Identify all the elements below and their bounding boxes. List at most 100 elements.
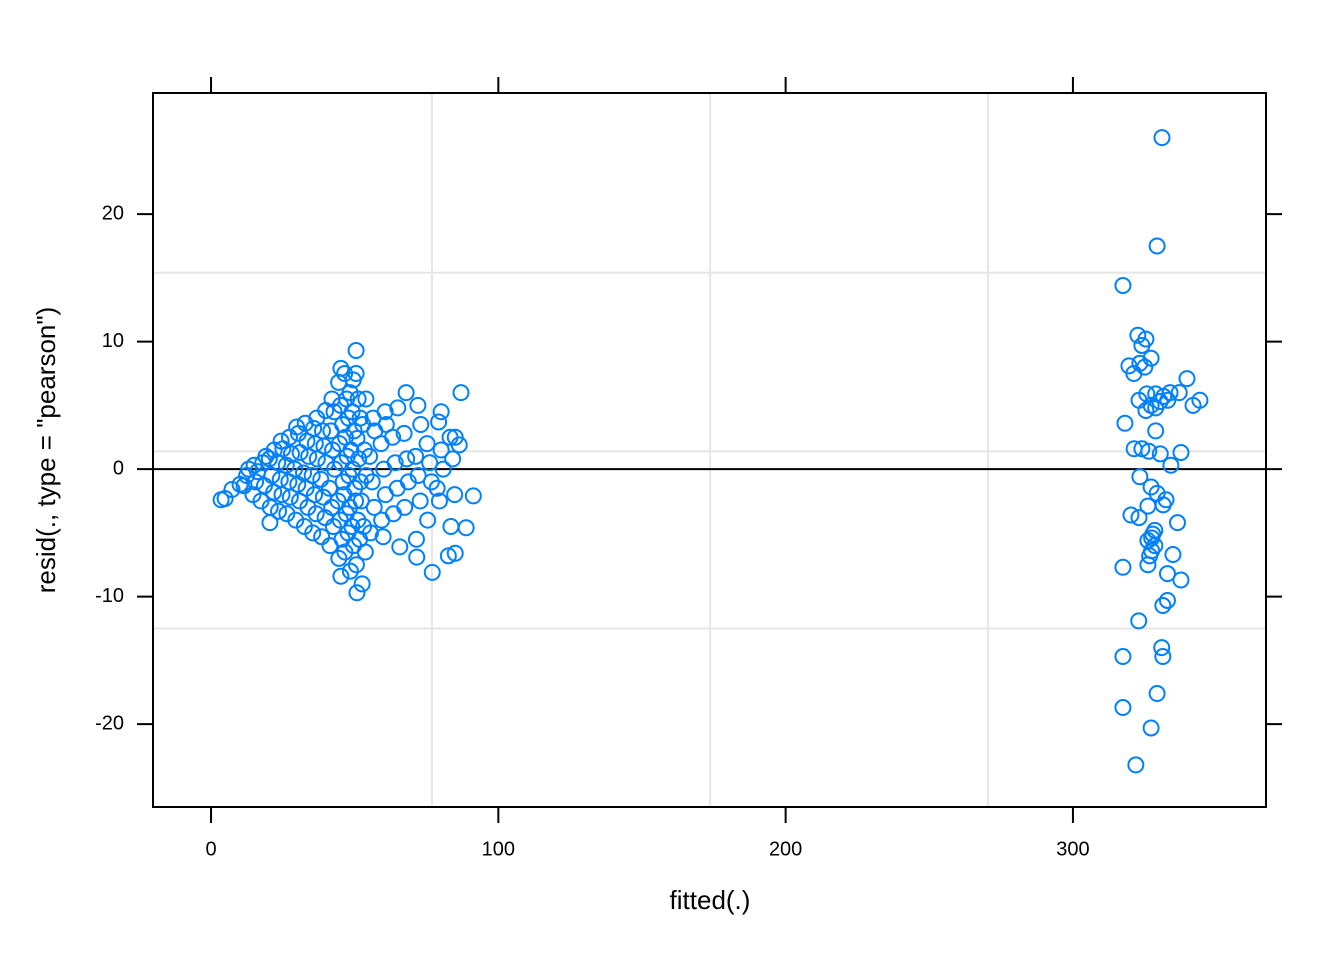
point (1158, 565, 1176, 583)
point (1162, 456, 1180, 474)
point (1114, 648, 1132, 666)
point (357, 390, 375, 408)
point (291, 444, 309, 462)
point (1131, 468, 1149, 486)
point (1130, 509, 1148, 527)
point (1153, 129, 1171, 147)
point (1116, 414, 1134, 432)
x-axis-title: fitted(.) (670, 885, 751, 915)
point (272, 432, 290, 450)
point (330, 549, 348, 567)
point (421, 454, 439, 472)
point (1172, 444, 1190, 462)
point (419, 511, 437, 529)
point (349, 511, 367, 529)
point (231, 475, 249, 493)
point (1148, 237, 1166, 255)
point (1154, 648, 1172, 666)
point (409, 467, 427, 484)
point (1158, 591, 1176, 609)
point (357, 467, 375, 484)
point (1142, 478, 1160, 496)
point (407, 530, 425, 548)
point (412, 416, 430, 433)
point (1142, 719, 1160, 737)
point (1159, 391, 1177, 409)
point (446, 486, 464, 504)
point (376, 403, 394, 421)
point (356, 543, 374, 561)
point (1154, 597, 1172, 615)
point (347, 556, 365, 574)
y-tick-label: -10 (95, 585, 124, 607)
point (304, 524, 322, 542)
point (450, 436, 468, 454)
point (361, 524, 379, 542)
point (391, 538, 409, 556)
point (336, 543, 354, 561)
point (430, 413, 448, 431)
point (418, 435, 436, 453)
point (1114, 699, 1132, 717)
point (1147, 422, 1165, 440)
point (348, 584, 366, 602)
point (1125, 365, 1143, 382)
point (1142, 349, 1160, 367)
point (408, 548, 426, 566)
point (395, 424, 413, 442)
point (323, 498, 341, 516)
point (361, 447, 379, 465)
point (347, 342, 365, 360)
point (1139, 556, 1157, 574)
point (452, 384, 470, 402)
x-tick-label: 0 (205, 838, 216, 860)
point (1172, 571, 1190, 589)
point (261, 514, 279, 532)
point (336, 365, 354, 382)
point (464, 487, 482, 505)
point (296, 414, 314, 432)
point (1141, 547, 1159, 565)
point (457, 519, 475, 537)
point (1139, 497, 1157, 515)
point (374, 528, 392, 546)
point (1170, 384, 1188, 402)
point (287, 511, 305, 529)
y-axis-title: resid(., type = "pearson") (31, 307, 61, 594)
point (1129, 326, 1147, 344)
point (1153, 639, 1171, 657)
point (286, 460, 304, 478)
point (409, 396, 427, 414)
point (1114, 277, 1132, 295)
point (1114, 558, 1132, 576)
point (347, 492, 365, 510)
point (353, 575, 371, 593)
point (432, 441, 450, 459)
point (1127, 756, 1145, 774)
point (407, 447, 425, 465)
point (320, 479, 338, 497)
point (307, 505, 325, 523)
point (1122, 506, 1140, 524)
point (363, 473, 381, 491)
x-tick-label: 300 (1056, 838, 1089, 860)
x-tick-label: 100 (482, 838, 515, 860)
point (1148, 685, 1166, 703)
point (442, 518, 460, 535)
point (332, 359, 350, 377)
point (1133, 336, 1151, 354)
point (397, 384, 415, 402)
point (349, 390, 367, 408)
point (398, 450, 416, 468)
point (305, 486, 323, 504)
point (1178, 370, 1196, 388)
point (444, 450, 462, 468)
point (432, 403, 450, 421)
point (305, 419, 323, 437)
point (1169, 514, 1187, 532)
point (389, 399, 407, 417)
point (271, 470, 289, 488)
point (288, 418, 306, 436)
point (1164, 546, 1182, 564)
